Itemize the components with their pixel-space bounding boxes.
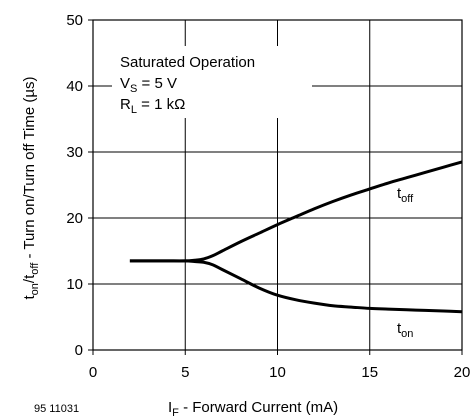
series-label-toff-sub: off xyxy=(401,193,414,205)
series-label-ton: ton xyxy=(397,320,413,340)
series-label-ton-sub: on xyxy=(401,328,413,340)
series-label-ton-main: t xyxy=(397,320,402,337)
y-axis-title-t: t xyxy=(21,295,38,300)
series-lines xyxy=(129,160,463,314)
x-tick-label-0: 0 xyxy=(89,364,97,381)
x-tick-label-10: 10 xyxy=(269,364,286,381)
figure-id: 95 11031 xyxy=(34,403,79,415)
y-axis-title-sub-on: on xyxy=(29,283,41,295)
annotation-background xyxy=(112,46,312,118)
annotation-vs-symbol: V xyxy=(120,75,130,92)
annotation-line-3: RL = 1 kΩ xyxy=(120,96,185,116)
annotation-line-2: VS = 5 V xyxy=(120,75,177,95)
y-tick-label-0: 0 xyxy=(75,342,83,359)
x-tick-label-15: 15 xyxy=(361,364,378,381)
x-axis-title-sub: F xyxy=(172,407,179,419)
series-line-toff xyxy=(129,160,463,263)
y-tick-label-30: 30 xyxy=(66,144,83,161)
tick-labels: 0 5 10 15 20 0 10 20 30 40 50 xyxy=(66,12,470,381)
plot-frame xyxy=(88,19,463,355)
y-tick-label-40: 40 xyxy=(66,78,83,95)
y-tick-label-50: 50 xyxy=(66,12,83,29)
y-tick-label-20: 20 xyxy=(66,210,83,227)
annotation-rl-symbol: R xyxy=(120,96,131,113)
series-label-toff: toff xyxy=(397,185,414,205)
annotation-vs-value: = 5 V xyxy=(137,75,177,92)
annotation-rl-value: = 1 kΩ xyxy=(137,96,185,113)
x-tick-label-5: 5 xyxy=(181,364,189,381)
series-label-toff-main: t xyxy=(397,185,402,202)
y-axis-title-rest: - Turn on/Turn off Time (µs) xyxy=(21,77,38,263)
x-axis-title: IF - Forward Current (mA) xyxy=(168,399,338,419)
x-tick-label-20: 20 xyxy=(454,364,471,381)
series-line-ton xyxy=(129,259,463,314)
y-tick-label-10: 10 xyxy=(66,276,83,293)
y-axis-title-sep: /t xyxy=(21,274,38,283)
y-axis-title: ton/toff - Turn on/Turn off Time (µs) xyxy=(21,77,41,300)
x-axis-title-rest: - Forward Current (mA) xyxy=(179,399,338,416)
x-axis-title-main: I xyxy=(168,399,172,416)
y-axis-title-sub-off: off xyxy=(29,262,41,275)
annotation-rl-subscript: L xyxy=(131,104,137,116)
grid-lines xyxy=(93,20,462,350)
annotation-block: Saturated Operation VS = 5 V RL = 1 kΩ xyxy=(120,54,255,116)
annotation-line-1: Saturated Operation xyxy=(120,54,255,71)
annotation-vs-subscript: S xyxy=(130,83,137,95)
